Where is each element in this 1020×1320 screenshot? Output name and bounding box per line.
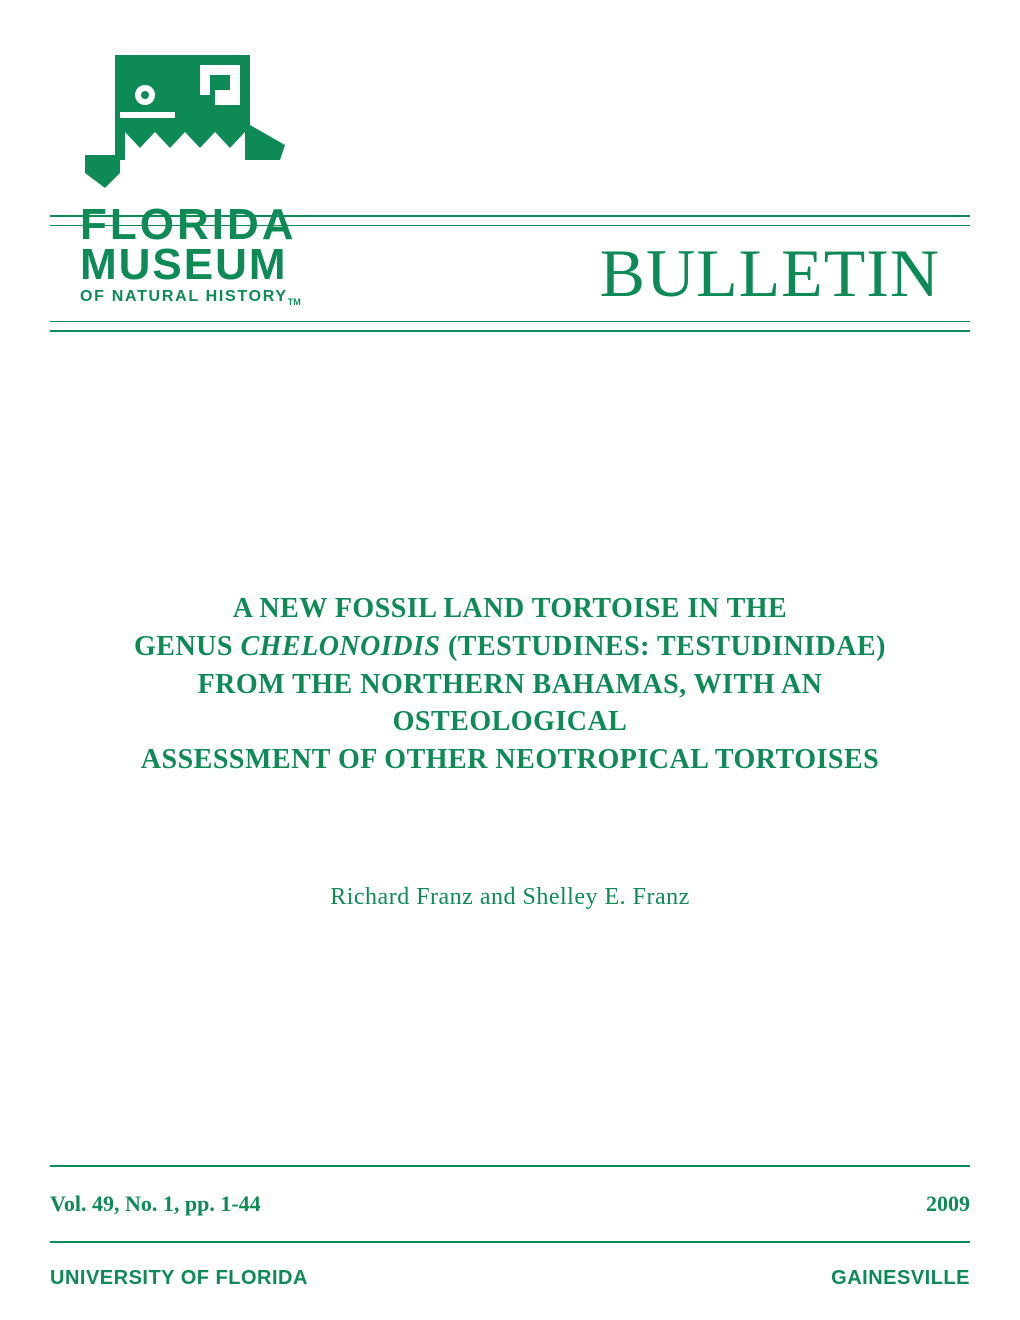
bulletin-banner-inner: BULLETIN <box>50 225 970 322</box>
authors: Richard Franz and Shelley E. Franz <box>50 884 970 911</box>
museum-logo-icon <box>85 40 295 190</box>
authors-section: Richard Franz and Shelley E. Franz <box>50 884 970 911</box>
article-title: A NEW FOSSIL LAND TORTOISE IN THE GENUS … <box>80 590 940 779</box>
volume-text: Vol. 49, No. 1, pp. 1-44 <box>50 1191 261 1217</box>
title-line-3: FROM THE NORTHERN BAHAMAS, WITH AN OSTEO… <box>198 669 823 738</box>
title-line-2-italic: CHELONOIDIS <box>240 631 440 662</box>
year-text: 2009 <box>926 1191 970 1217</box>
title-line-2-pre: GENUS <box>134 631 240 662</box>
title-line-4: ASSESSMENT OF OTHER NEOTROPICAL TORTOISE… <box>141 744 879 775</box>
university-text: UNIVERSITY OF FLORIDA <box>50 1267 308 1290</box>
title-line-1: A NEW FOSSIL LAND TORTOISE IN THE <box>233 593 787 624</box>
header-section: FLORIDA MUSEUM OF NATURAL HISTORYTM BULL… <box>50 40 970 370</box>
title-line-2-post: (TESTUDINES: TESTUDINIDAE) <box>440 631 886 662</box>
city-text: GAINESVILLE <box>831 1267 970 1290</box>
bulletin-banner: BULLETIN <box>50 215 970 332</box>
bulletin-text: BULLETIN <box>600 235 940 311</box>
footer-section: Vol. 49, No. 1, pp. 1-44 2009 UNIVERSITY… <box>50 1165 970 1290</box>
university-row: UNIVERSITY OF FLORIDA GAINESVILLE <box>50 1267 970 1290</box>
volume-row: Vol. 49, No. 1, pp. 1-44 2009 <box>50 1165 970 1243</box>
article-title-section: A NEW FOSSIL LAND TORTOISE IN THE GENUS … <box>50 590 970 779</box>
